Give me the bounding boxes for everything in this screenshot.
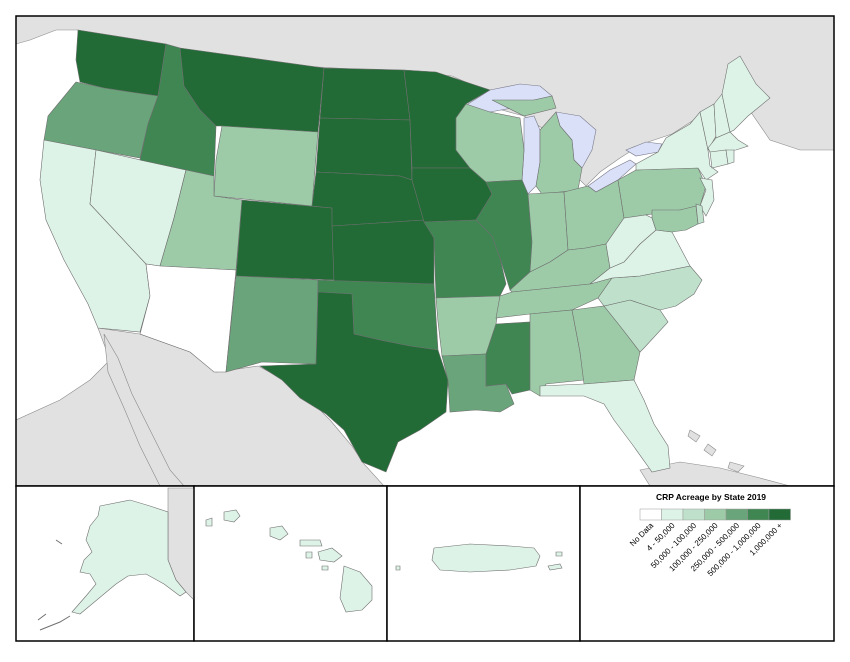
puerto-rico-inset	[386, 485, 581, 642]
legend-swatch	[661, 508, 684, 521]
island-maui	[317, 547, 343, 563]
conus-panel	[15, 15, 835, 487]
state-new-mexico	[225, 275, 319, 373]
state-texas	[259, 291, 449, 473]
aleutian-islands	[37, 539, 71, 631]
island-kahoolawe	[321, 565, 329, 571]
state-puerto-rico	[431, 543, 541, 573]
hawaii-inset	[193, 485, 388, 642]
island-oahu	[269, 525, 289, 541]
legend-swatch	[639, 508, 662, 521]
state-new-york	[635, 111, 719, 181]
legend-swatch	[747, 508, 770, 521]
island-molokai	[299, 539, 323, 547]
state-new-jersey	[699, 177, 715, 217]
alaska-inset	[15, 485, 195, 642]
island-culebra	[555, 551, 563, 557]
island-mona	[395, 565, 401, 571]
legend-swatch	[682, 508, 705, 521]
bahamas-islands	[687, 429, 745, 473]
island-lanai	[305, 551, 313, 559]
island-big-island	[339, 565, 373, 613]
state-delaware	[695, 203, 705, 225]
island-niihau	[205, 517, 213, 527]
state-rhode-island	[725, 149, 735, 165]
legend-swatch	[725, 508, 748, 521]
legend-title: CRP Acreage by State 2019	[656, 492, 766, 502]
states-layer	[39, 29, 771, 473]
state-south-dakota	[315, 117, 413, 181]
cuba-island	[639, 461, 791, 486]
legend-swatch	[768, 508, 791, 521]
state-michigan	[491, 95, 583, 195]
state-maine	[721, 55, 771, 133]
legend-swatches	[639, 508, 791, 521]
state-florida	[539, 379, 671, 473]
state-colorado	[235, 199, 335, 281]
state-arizona	[139, 263, 237, 373]
state-north-dakota	[319, 67, 411, 121]
island-kauai	[223, 509, 241, 523]
state-kansas	[331, 219, 435, 285]
state-hawaii	[205, 509, 373, 613]
state-maryland	[651, 205, 699, 233]
state-wyoming	[213, 125, 319, 207]
state-alaska	[71, 499, 187, 615]
legend-swatch	[704, 508, 727, 521]
baja-peninsula	[103, 333, 185, 486]
island-vieques	[547, 563, 563, 571]
hawaii-frame	[193, 485, 388, 642]
